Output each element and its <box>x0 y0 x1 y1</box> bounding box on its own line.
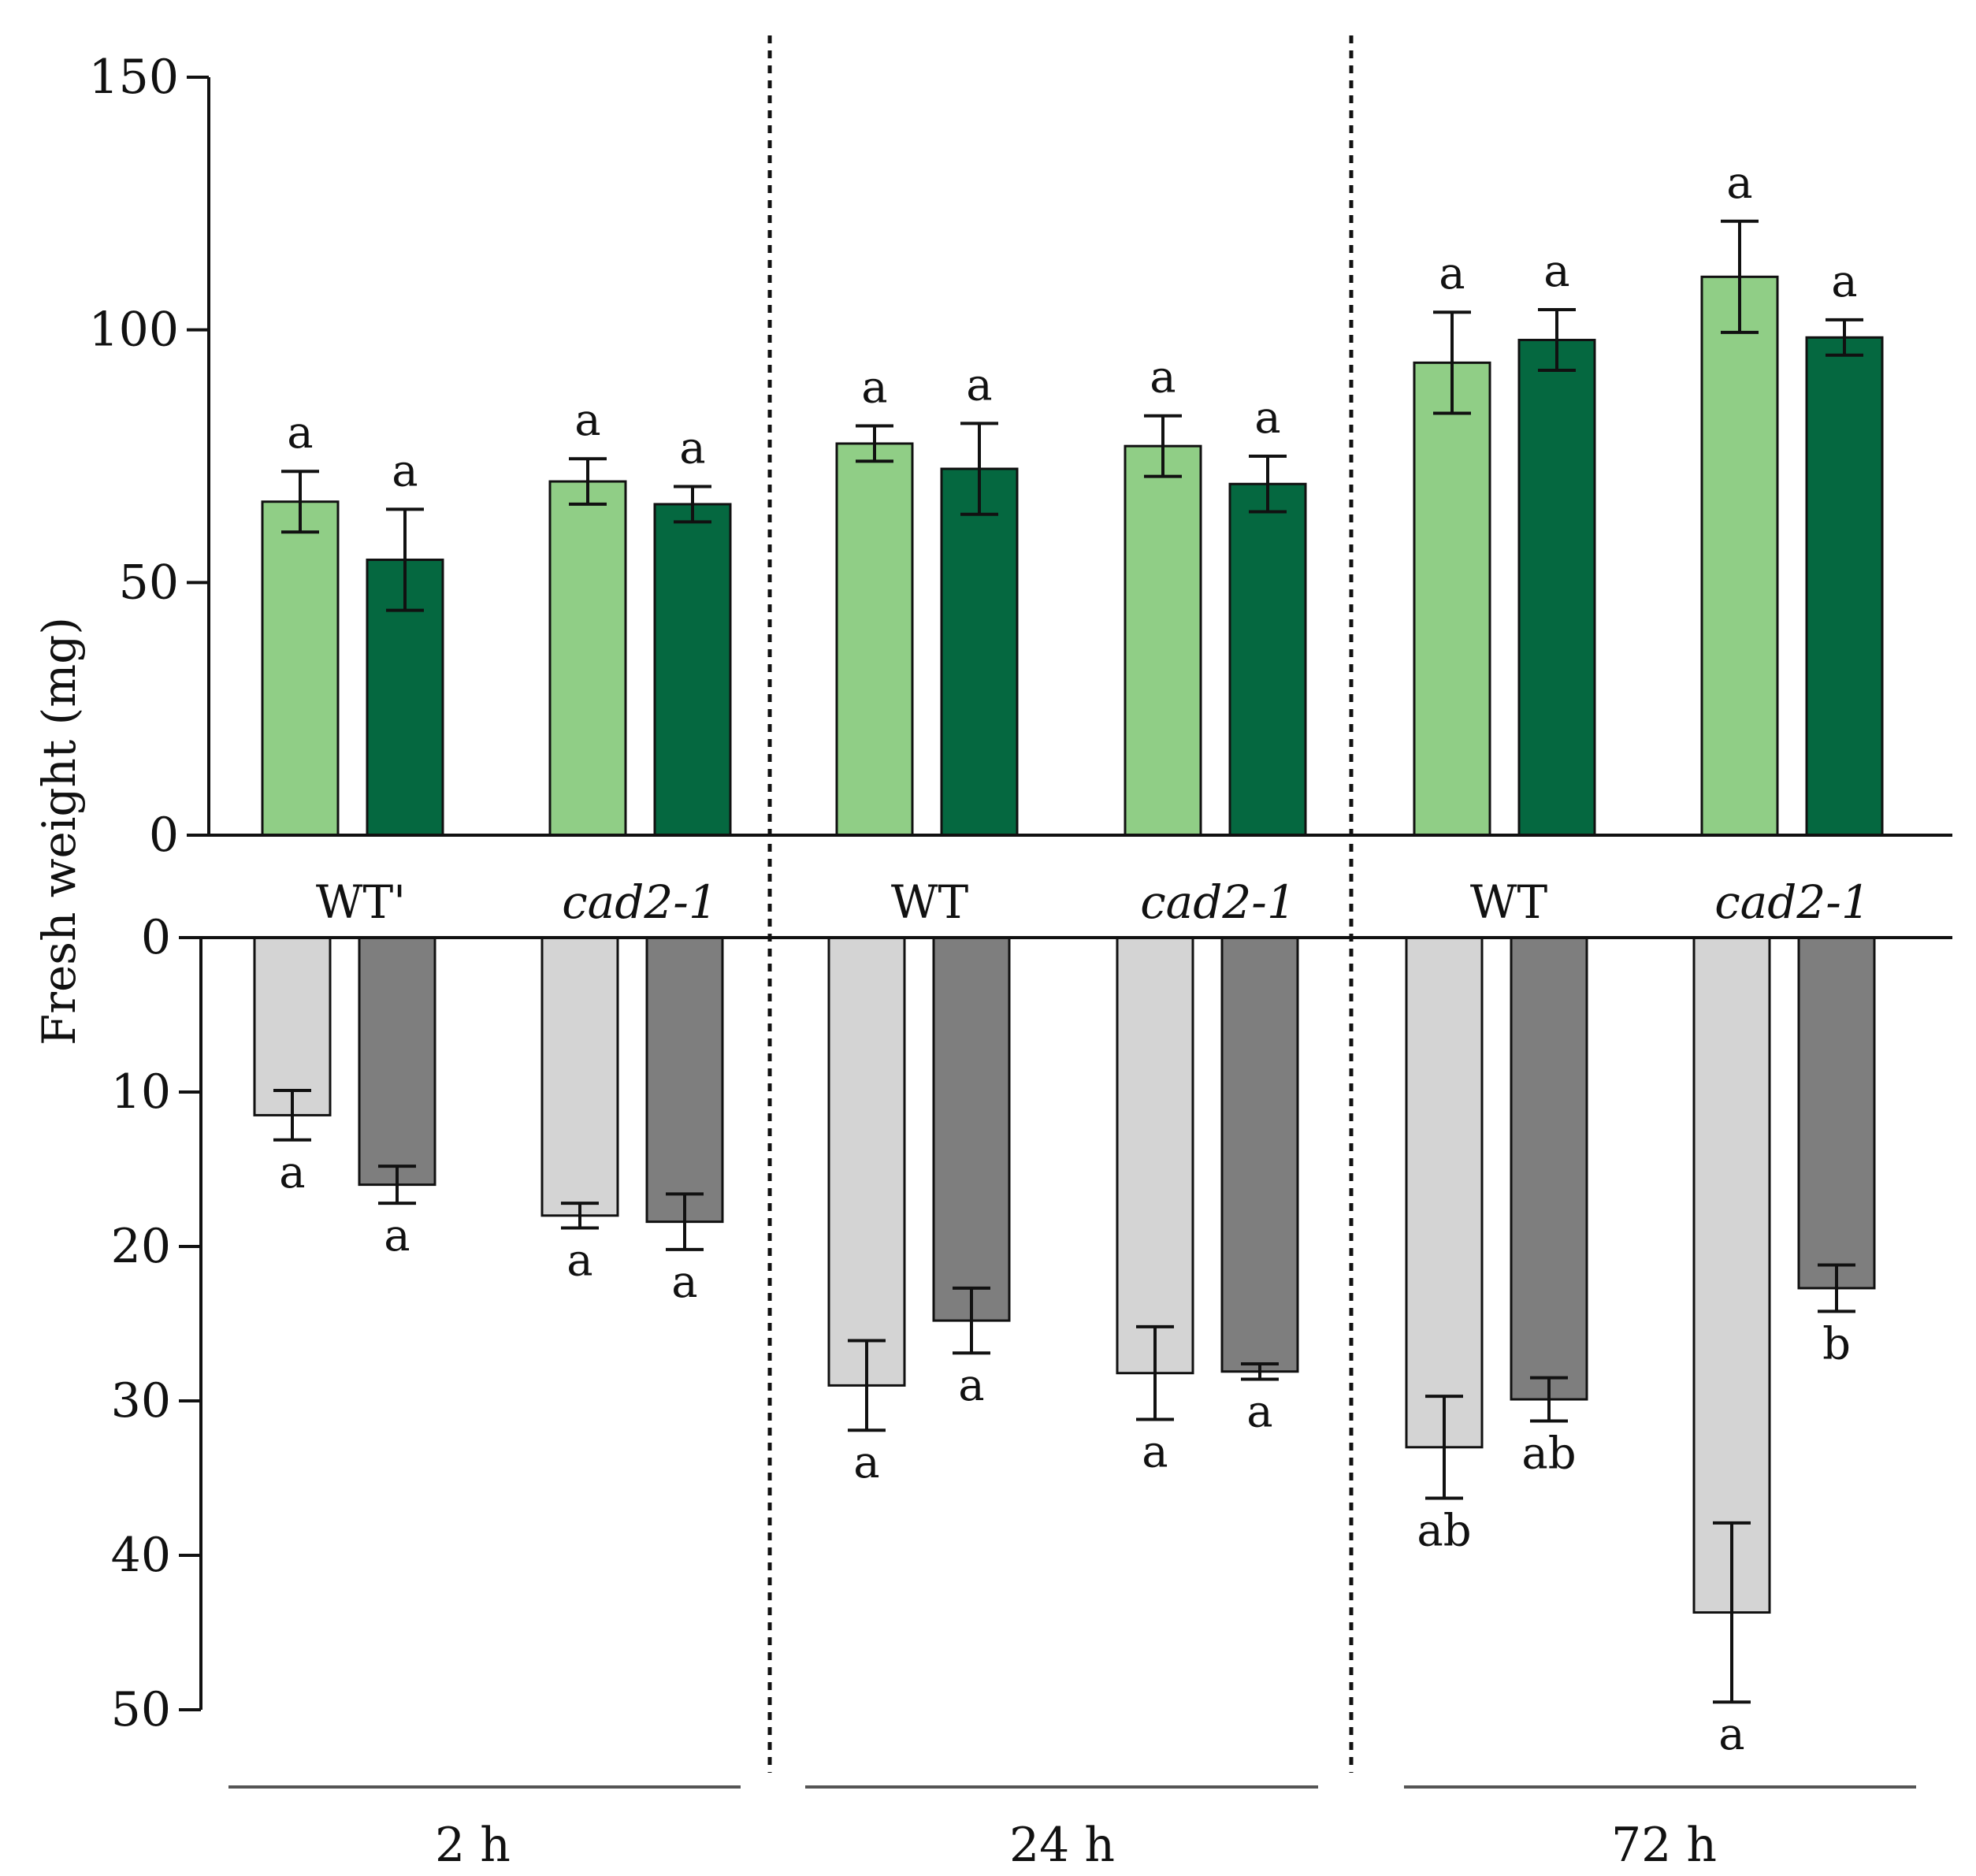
bottom-bar <box>1220 936 1299 1373</box>
genotype-label: cad2-1 <box>1714 875 1870 929</box>
bottom-significance-label: a <box>1142 1427 1168 1478</box>
top-significance-label: a <box>1726 158 1752 209</box>
top-significance-label: a <box>574 395 600 446</box>
bottom-y-tick-label: 10 <box>111 1064 171 1120</box>
top-significance-label: a <box>861 362 887 414</box>
time-label: 72 h <box>1611 1818 1717 1873</box>
bottom-y-tick-label: 20 <box>111 1219 171 1274</box>
top-bar <box>1517 338 1596 837</box>
bottom-bar <box>1797 936 1876 1290</box>
labels-layer: 0 50 100 150 0 10 20 30 40 50 2 h 24 h 72 h WT' cad2-1… <box>88 50 1870 1873</box>
y-axis-title: Fresh weight (mg) <box>32 617 86 1046</box>
top-y-tick-label: 0 <box>149 808 179 863</box>
top-significance-label: a <box>392 445 418 496</box>
bottom-significance-label: a <box>1246 1387 1272 1438</box>
top-bar <box>835 442 914 837</box>
axes-layer <box>179 35 1952 1789</box>
bottom-significance-label: a <box>671 1257 697 1308</box>
bottom-bar <box>540 936 619 1217</box>
bottom-significance-label: b <box>1822 1318 1851 1369</box>
top-bar <box>653 503 732 837</box>
genotype-label: WT' <box>316 875 406 929</box>
bottom-bar <box>1692 936 1771 1614</box>
top-significance-label: a <box>1254 392 1280 444</box>
bars-layer <box>253 219 1884 1704</box>
bottom-bar <box>1510 936 1588 1401</box>
top-bar <box>940 467 1019 837</box>
top-bar <box>1413 361 1491 837</box>
bottom-significance-label: ab <box>1521 1428 1576 1479</box>
bottom-y-tick-label: 50 <box>111 1682 171 1737</box>
bottom-bar <box>253 936 332 1116</box>
top-significance-label: a <box>1831 256 1857 307</box>
genotype-label: WT <box>1470 875 1548 929</box>
bottom-significance-label: a <box>958 1360 984 1411</box>
bottom-y-tick-label: 40 <box>111 1528 171 1583</box>
genotype-label: WT <box>891 875 969 929</box>
top-y-tick-label: 100 <box>88 303 179 358</box>
bottom-y-tick-label: 0 <box>141 910 171 965</box>
top-bar <box>1700 275 1779 837</box>
genotype-label: cad2-1 <box>1140 875 1296 929</box>
genotype-label: cad2-1 <box>562 875 718 929</box>
bottom-bar <box>1116 936 1194 1375</box>
top-significance-label: a <box>1150 352 1176 403</box>
bottom-y-tick-label: 30 <box>111 1373 171 1428</box>
top-significance-label: a <box>1439 248 1465 299</box>
top-y-tick-label: 50 <box>119 555 179 610</box>
bottom-significance-label: a <box>279 1147 305 1198</box>
bottom-significance-label: ab <box>1417 1505 1471 1556</box>
bottom-significance-label: a <box>1718 1709 1744 1760</box>
top-bar <box>1124 444 1202 837</box>
bottom-bar <box>932 936 1011 1322</box>
bottom-bar <box>645 936 724 1224</box>
top-bar <box>261 500 340 837</box>
bottom-bar <box>1405 936 1484 1449</box>
bottom-significance-label: a <box>384 1210 410 1261</box>
bottom-bar <box>827 936 906 1387</box>
bottom-significance-label: a <box>853 1437 879 1488</box>
top-significance-label: a <box>966 359 992 410</box>
top-bar <box>1228 482 1307 837</box>
bottom-significance-label: a <box>566 1235 592 1286</box>
top-bar <box>1805 336 1884 837</box>
time-label: 24 h <box>1009 1818 1115 1873</box>
top-y-tick-label: 150 <box>88 50 179 105</box>
top-significance-label: a <box>1543 246 1569 297</box>
time-label: 2 h <box>435 1818 511 1873</box>
top-significance-label: a <box>287 407 313 459</box>
top-significance-label: a <box>679 422 705 474</box>
bottom-bar <box>358 936 436 1187</box>
top-bar <box>548 480 627 837</box>
